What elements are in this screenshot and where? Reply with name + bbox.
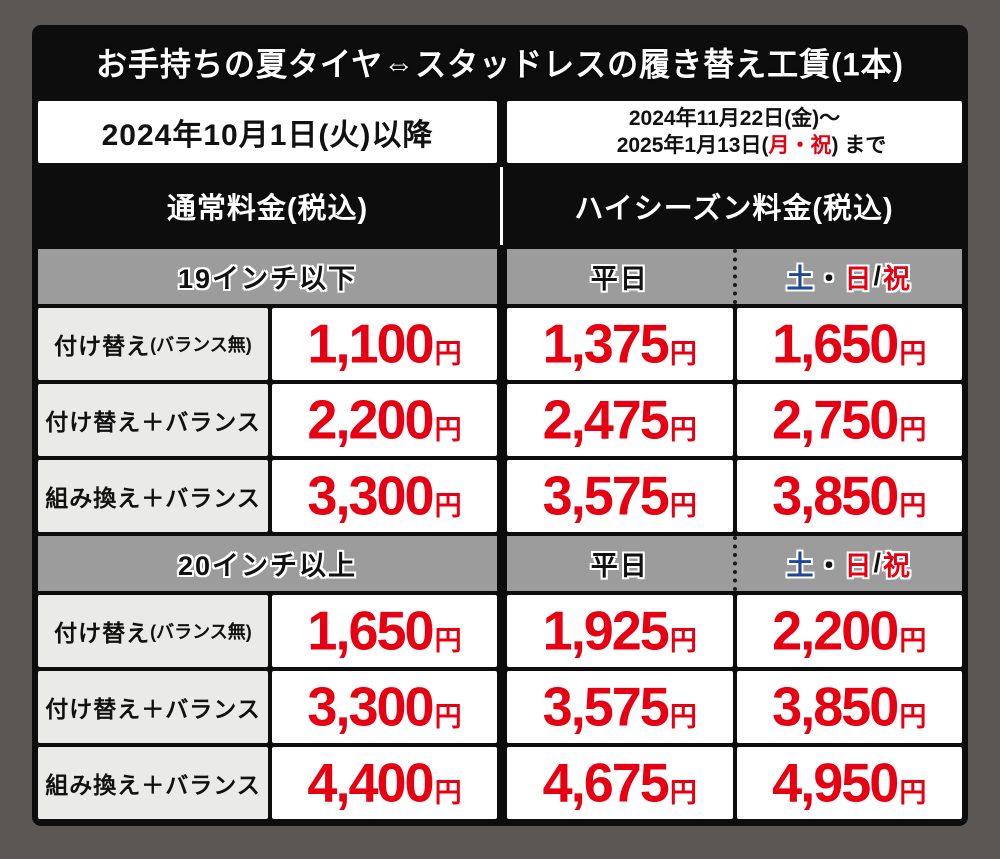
price-normal: 4,400 円	[272, 747, 497, 819]
high-season-price-header: ハイシーズン料金(税込)	[574, 193, 894, 225]
price-weekday: 1,925 円	[507, 595, 733, 667]
high-season-period-line1: 2024年11月22日(金)～	[628, 107, 841, 130]
price-weekend: 2,750 円	[736, 384, 962, 456]
yen-unit: 円	[669, 338, 697, 369]
day-header-group: 平日 土・日 / 祝	[507, 536, 962, 591]
yen-unit: 円	[434, 338, 462, 369]
price-table-card: お手持ちの夏タイヤ⇔スタッドレスの履き替え工賃(1本) 2024年10月1日(火…	[32, 25, 968, 826]
yen-unit: 円	[669, 414, 697, 445]
normal-price-header: 通常料金(税込)	[166, 193, 369, 225]
yen-unit: 円	[434, 777, 462, 808]
yen-unit: 円	[899, 625, 927, 656]
row-label: 付け替え＋バランス	[38, 384, 268, 456]
price-weekday: 3,575 円	[507, 671, 733, 743]
price-weekend: 3,850 円	[736, 671, 962, 743]
column-header-row: 通常料金(税込) ハイシーズン料金(税込)	[38, 167, 962, 245]
price-weekend: 2,200 円	[736, 595, 962, 667]
price-normal: 2,200 円	[272, 384, 497, 456]
weekday-header: 平日	[590, 551, 649, 581]
yen-unit: 円	[899, 490, 927, 521]
price-normal: 3,300 円	[272, 460, 497, 532]
row-label: 付け替え (バランス無)	[38, 308, 268, 380]
normal-period-cell: 2024年10月1日(火)以降	[38, 101, 497, 163]
weekday-header: 平日	[590, 264, 649, 294]
yen-unit: 円	[669, 625, 697, 656]
day-header-group: 平日 土・日 / 祝	[507, 249, 962, 304]
table-row: 組み換え＋バランス 4,400 円 4,675 円 4,950 円	[38, 747, 962, 819]
row-label: 組み換え＋バランス	[38, 747, 268, 819]
high-season-period-line2: 2025年1月13日(月・祝) まで	[616, 134, 887, 157]
price-normal: 3,300 円	[272, 671, 497, 743]
table-row: 付け替え (バランス無) 1,650 円 1,925 円 2,200 円	[38, 595, 962, 667]
table-row: 組み換え＋バランス 3,300 円 3,575 円 3,850 円	[38, 460, 962, 532]
price-weekend: 3,850 円	[736, 460, 962, 532]
row-label: 付け替え＋バランス	[38, 671, 268, 743]
yen-unit: 円	[669, 777, 697, 808]
normal-period-text: 2024年10月1日(火)以降	[101, 119, 434, 152]
size-header-row-19: 19インチ以下 平日 土・日 / 祝	[38, 249, 962, 304]
yen-unit: 円	[434, 701, 462, 732]
price-normal: 1,650 円	[272, 595, 497, 667]
yen-unit: 円	[899, 701, 927, 732]
row-label: 組み換え＋バランス	[38, 460, 268, 532]
yen-unit: 円	[899, 338, 927, 369]
header-divider	[500, 167, 503, 245]
table-row: 付け替え＋バランス 2,200 円 2,475 円 2,750 円	[38, 384, 962, 456]
size-label-19: 19インチ以下	[38, 249, 497, 304]
yen-unit: 円	[434, 490, 462, 521]
price-weekday: 4,675 円	[507, 747, 733, 819]
high-season-period-cell: 2024年11月22日(金)～ 2025年1月13日(月・祝) まで	[507, 101, 962, 163]
table-row: 付け替え (バランス無) 1,100 円 1,375 円 1,650 円	[38, 308, 962, 380]
yen-unit: 円	[434, 625, 462, 656]
weekend-header: 土・日 / 祝	[732, 536, 963, 591]
table-row: 付け替え＋バランス 3,300 円 3,575 円 3,850 円	[38, 671, 962, 743]
price-normal: 1,100 円	[272, 308, 497, 380]
yen-unit: 円	[669, 490, 697, 521]
price-weekday: 1,375 円	[507, 308, 733, 380]
yen-unit: 円	[669, 701, 697, 732]
poster-title: お手持ちの夏タイヤ⇔スタッドレスの履き替え工賃(1本)	[96, 45, 904, 83]
price-weekday: 2,475 円	[507, 384, 733, 456]
yen-unit: 円	[899, 414, 927, 445]
yen-unit: 円	[434, 414, 462, 445]
weekend-header: 土・日 / 祝	[732, 249, 963, 304]
size-header-row-20: 20インチ以上 平日 土・日 / 祝	[38, 536, 962, 591]
holiday-red-text: 月・祝	[768, 134, 832, 157]
row-label: 付け替え (バランス無)	[38, 595, 268, 667]
yen-unit: 円	[899, 777, 927, 808]
period-row: 2024年10月1日(火)以降 2024年11月22日(金)～ 2025年1月1…	[38, 101, 962, 163]
size-label-20: 20インチ以上	[38, 536, 497, 591]
price-weekend: 1,650 円	[736, 308, 962, 380]
poster-title-row: お手持ちの夏タイヤ⇔スタッドレスの履き替え工賃(1本)	[38, 25, 962, 97]
price-weekday: 3,575 円	[507, 460, 733, 532]
price-weekend: 4,950 円	[736, 747, 962, 819]
